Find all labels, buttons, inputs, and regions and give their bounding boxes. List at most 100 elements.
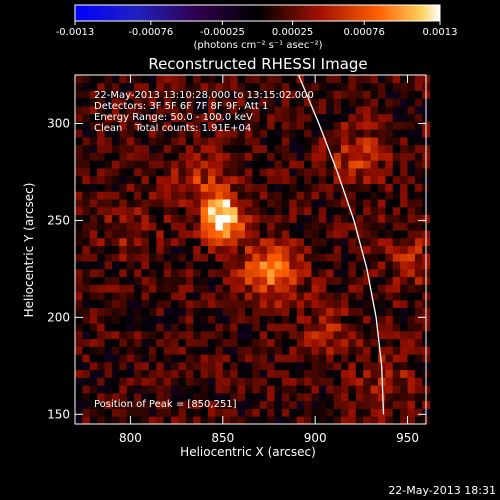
heatmap-cell: [141, 392, 150, 402]
heatmap-cell: [267, 98, 275, 107]
heatmap-cell: [333, 338, 342, 347]
heatmap-cell: [75, 129, 83, 138]
heatmap-cell: [274, 276, 283, 285]
heatmap-cell: [104, 276, 113, 285]
heatmap-cell: [171, 253, 179, 262]
heatmap-cell: [104, 392, 113, 402]
heatmap-cell: [82, 230, 91, 239]
heatmap-cell: [111, 361, 120, 371]
heatmap-cell: [244, 354, 253, 363]
heatmap-cell: [377, 98, 386, 107]
heatmap-cell: [355, 299, 364, 309]
heatmap-cell: [304, 75, 312, 84]
heatmap-cell: [178, 392, 187, 402]
heatmap-cell: [400, 261, 408, 270]
heatmap-cell: [193, 82, 202, 91]
heatmap-cell: [126, 106, 135, 115]
heatmap-cell: [311, 129, 320, 138]
heatmap-cell: [89, 385, 98, 394]
heatmap-cell: [414, 276, 423, 285]
heatmap-cell: [400, 369, 408, 378]
heatmap-cell: [304, 90, 312, 99]
heatmap-cell: [222, 90, 231, 99]
heatmap-cell: [259, 315, 268, 324]
heatmap-cell: [392, 292, 401, 301]
heatmap-cell: [82, 276, 91, 285]
heatmap-cell: [304, 237, 312, 247]
y-tick-label: 150: [47, 407, 70, 421]
heatmap-cell: [148, 137, 157, 146]
heatmap-cell: [134, 245, 142, 254]
heatmap-cell: [97, 82, 105, 91]
heatmap-cell: [296, 323, 305, 332]
heatmap-cell: [208, 168, 216, 177]
heatmap-cell: [193, 354, 202, 363]
heatmap-cell: [111, 175, 120, 184]
heatmap-cell: [407, 299, 416, 309]
heatmap-cell: [148, 377, 157, 386]
heatmap-cell: [111, 152, 120, 161]
heatmap-cell: [252, 206, 261, 215]
heatmap-cell: [267, 106, 275, 115]
heatmap-cell: [348, 385, 357, 394]
heatmap-cell: [281, 392, 290, 402]
heatmap-cell: [385, 408, 394, 417]
heatmap-cell: [111, 75, 120, 84]
heatmap-cell: [119, 90, 128, 99]
heatmap-cell: [171, 369, 179, 378]
heatmap-cell: [304, 160, 312, 169]
heatmap-cell: [82, 307, 91, 316]
heatmap-cell: [126, 144, 135, 153]
heatmap-cell: [281, 307, 290, 316]
heatmap-cell: [385, 245, 394, 254]
heatmap-cell: [178, 400, 187, 409]
heatmap-cell: [89, 175, 98, 184]
heatmap-cell: [171, 292, 179, 301]
heatmap-cell: [281, 416, 290, 425]
heatmap-cell: [178, 330, 187, 340]
heatmap-cell: [82, 377, 91, 386]
heatmap-cell: [208, 230, 216, 239]
heatmap-cell: [230, 338, 238, 347]
heatmap-cell: [289, 152, 298, 161]
heatmap-cell: [274, 160, 283, 169]
heatmap-cell: [259, 253, 268, 262]
heatmap-cell: [215, 392, 224, 402]
heatmap-cell: [193, 152, 202, 161]
heatmap-cell: [326, 222, 335, 231]
heatmap-cell: [377, 323, 386, 332]
heatmap-cell: [111, 90, 120, 99]
heatmap-cell: [318, 377, 327, 386]
heatmap-cell: [400, 137, 408, 146]
heatmap-cell: [89, 113, 98, 122]
heatmap-cell: [156, 416, 165, 425]
heatmap-cell: [185, 168, 194, 177]
heatmap-cell: [392, 276, 401, 285]
heatmap-cell: [119, 299, 128, 309]
heatmap-cell: [326, 160, 335, 169]
heatmap-cell: [178, 129, 187, 138]
heatmap-cell: [377, 137, 386, 146]
heatmap-cell: [185, 299, 194, 309]
heatmap-cell: [185, 191, 194, 200]
heatmap-cell: [296, 284, 305, 293]
heatmap-cell: [171, 214, 179, 223]
heatmap-cell: [407, 408, 416, 417]
heatmap-cell: [163, 369, 172, 378]
heatmap-cell: [163, 98, 172, 107]
heatmap-cell: [244, 137, 253, 146]
heatmap-cell: [400, 183, 408, 192]
heatmap-cell: [119, 222, 128, 231]
heatmap-cell: [267, 144, 275, 153]
heatmap-cell: [318, 361, 327, 371]
heatmap-cell: [318, 276, 327, 285]
heatmap-cell: [171, 361, 179, 371]
heatmap-cell: [274, 106, 283, 115]
heatmap-cell: [163, 261, 172, 270]
heatmap-cell: [163, 90, 172, 99]
heatmap-cell: [119, 75, 128, 84]
heatmap-cell: [148, 416, 157, 425]
heatmap-cell: [341, 261, 349, 270]
heatmap-cell: [148, 75, 157, 84]
heatmap-cell: [185, 199, 194, 208]
